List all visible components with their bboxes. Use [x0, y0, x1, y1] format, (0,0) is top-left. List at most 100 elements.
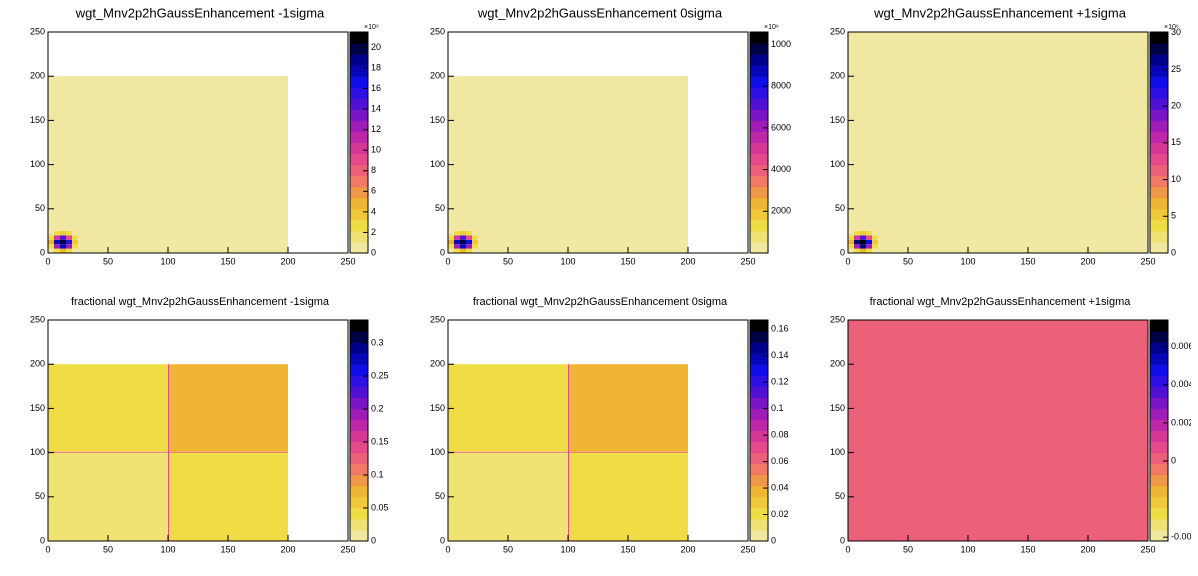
- colorbar-frame: [1149, 319, 1169, 542]
- colorbar-level: [350, 164, 368, 177]
- z-tick-label: 25: [1171, 64, 1181, 74]
- colorbar-level: [350, 463, 368, 476]
- heatmap-cell: [854, 32, 860, 227]
- colorbar-level: [1150, 419, 1168, 431]
- x-tick-label: 250: [1140, 544, 1155, 554]
- colorbar-labels: 0 0.05 0.1 0.15 0.2 0.25 0.3: [371, 337, 389, 545]
- x-tick-label: 250: [340, 544, 355, 554]
- heatmap-cell: [854, 235, 860, 240]
- x-tick-label: 50: [503, 544, 513, 554]
- colorbar-level: [1150, 142, 1168, 155]
- heatmap-cell: [884, 235, 1148, 240]
- heatmap-cell: [478, 235, 484, 240]
- x-tick-label: 50: [103, 544, 113, 554]
- colorbar-level: [350, 408, 368, 420]
- colorbar-level: [1150, 441, 1168, 454]
- colorbar-level: [750, 331, 768, 343]
- x-tick-label: 50: [903, 544, 913, 554]
- heatmap-cell: [884, 226, 1148, 231]
- heatmap-cell: [484, 248, 688, 253]
- heatmap-cell: [872, 226, 878, 231]
- z-tick-label: 0.3: [371, 337, 384, 347]
- x-tick-label: 250: [340, 256, 355, 266]
- y-tick-label: 250: [30, 26, 45, 36]
- z-tick-label: 20: [1171, 101, 1181, 111]
- x-tick-label: 200: [1080, 256, 1095, 266]
- x-tick-label: 0: [845, 544, 850, 554]
- colorbar-level: [750, 153, 768, 166]
- colorbar-level: [1150, 32, 1168, 44]
- heatmap-cell: [84, 239, 288, 245]
- colorbar-level: [1150, 331, 1168, 343]
- y-tick-label: 0: [440, 247, 445, 257]
- heatmap-cell: [848, 226, 854, 231]
- z-tick-label: 0: [771, 535, 776, 545]
- x-tick-label: 200: [680, 544, 695, 554]
- heatmap-cell: [454, 239, 460, 245]
- colorbar-level: [750, 496, 768, 509]
- heatmap-cell: [48, 244, 54, 249]
- heatmap-cell: [848, 235, 854, 240]
- z-tick-label: 5: [1171, 211, 1176, 221]
- colorbar-level: [750, 342, 768, 354]
- z-tick-label: 0.16: [771, 324, 789, 334]
- heatmap-cell: [66, 239, 72, 245]
- colorbar-labels: -0.004 0 0.002 0.004 0.006: [1171, 341, 1191, 542]
- heatmap-cell: [448, 76, 454, 227]
- y-tick-label: 50: [435, 491, 445, 501]
- heatmap-cell: [478, 226, 484, 231]
- z-tick-label: 0.15: [371, 436, 389, 446]
- colorbar-level: [1150, 219, 1168, 232]
- z-tick-label: 6: [371, 186, 376, 196]
- heatmap-cell: [84, 244, 288, 249]
- colorbar-level: [1150, 485, 1168, 498]
- x-tick-label: 50: [503, 256, 513, 266]
- heatmap-cell: [168, 451, 170, 453]
- y-tick-label: 100: [830, 447, 845, 457]
- y-tick-label: 150: [30, 403, 45, 413]
- heatmap-cell: [448, 230, 454, 236]
- z-multiplier: ×10⁶: [764, 24, 779, 31]
- colorbar-level: [350, 230, 368, 243]
- colorbar-level: [750, 430, 768, 443]
- panel-title: wgt_Mnv2p2hGaussEnhancement 0sigma: [477, 5, 723, 20]
- colorbar-level: [1150, 43, 1168, 55]
- colorbar-level: [750, 353, 768, 365]
- heatmap-cell: [848, 239, 854, 245]
- colorbar-level: [1150, 529, 1168, 542]
- y-tick-label: 100: [830, 159, 845, 169]
- z-tick-label: 10000: [771, 39, 796, 49]
- heatmap-cell: [872, 230, 878, 236]
- colorbar-level: [750, 32, 768, 44]
- colorbar-level: [750, 320, 768, 332]
- x-tick-label: 200: [680, 256, 695, 266]
- heatmap-cell: [848, 320, 1148, 541]
- heatmap-cell: [72, 244, 78, 249]
- heatmap-cell: [878, 32, 884, 227]
- y-tick-label: 50: [35, 203, 45, 213]
- x-tick-label: 0: [45, 544, 50, 554]
- y-tick-label: 150: [430, 115, 445, 125]
- colorbar-level: [750, 485, 768, 498]
- y-tick-label: 100: [430, 159, 445, 169]
- heatmap-cell: [484, 226, 688, 231]
- heatmap-cell: [66, 244, 72, 249]
- heatmap-cell: [78, 244, 84, 249]
- colorbar-level: [350, 375, 368, 387]
- colorbar-level: [750, 397, 768, 409]
- colorbar-level: [750, 452, 768, 465]
- x-tick-label: 150: [220, 256, 235, 266]
- heatmap-cell: [54, 248, 60, 253]
- colorbar-level: [350, 142, 368, 155]
- colorbar-level: [750, 364, 768, 376]
- heatmap-cell: [460, 226, 466, 231]
- colorbar-frame: [749, 31, 769, 254]
- colorbar-level: [350, 507, 368, 520]
- x-tick-label: 50: [903, 256, 913, 266]
- y-tick-label: 250: [430, 314, 445, 324]
- colorbar-level: [350, 32, 368, 44]
- heatmap-cell: [478, 244, 484, 249]
- heatmap-cell: [78, 235, 84, 240]
- colorbar-level: [350, 153, 368, 166]
- heatmap-cell: [872, 32, 878, 227]
